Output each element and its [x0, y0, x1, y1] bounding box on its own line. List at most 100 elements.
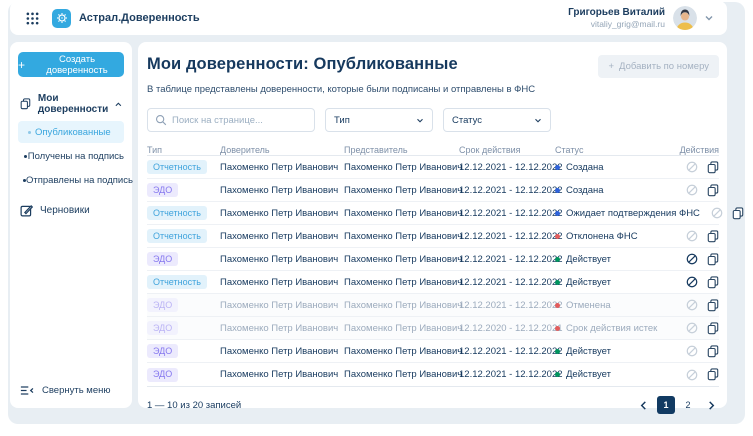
collapse-menu-button[interactable]: Свернуть меню: [20, 385, 111, 396]
copy-icon[interactable]: [707, 229, 719, 243]
copy-icon[interactable]: [707, 321, 719, 335]
table-row[interactable]: ЭДО Пахоменко Петр Иванович Пахоменко Пе…: [147, 248, 719, 271]
status-filter-select[interactable]: Статус: [443, 108, 551, 132]
collapse-menu-icon: [20, 386, 34, 395]
top-header: Астрал.Доверенность Григорьев Виталий vi…: [10, 1, 727, 35]
validity-period-cell: 12.12.2021 - 12.12.2022: [459, 345, 563, 357]
status-dot: [555, 325, 560, 331]
chevron-up-icon: [115, 101, 122, 106]
status-cell: Отклонена ФНС: [555, 231, 675, 242]
filters-bar: Тип Статус: [147, 108, 719, 132]
search-box: [147, 108, 315, 132]
revoke-icon[interactable]: [686, 299, 698, 312]
copy-icon[interactable]: [732, 206, 744, 220]
status-dot: [555, 164, 560, 170]
validity-period-cell: 12.12.2021 - 12.12.2022: [459, 230, 563, 242]
representative-cell: Пахоменко Петр Иванович: [344, 299, 463, 311]
revoke-icon[interactable]: [686, 230, 698, 243]
table-row[interactable]: ЭДО Пахоменко Петр Иванович Пахоменко Пе…: [147, 317, 719, 340]
next-page-button[interactable]: [703, 397, 719, 413]
page-button-2[interactable]: 2: [685, 400, 691, 410]
status-dot: [555, 372, 560, 377]
revoke-icon[interactable]: [686, 184, 698, 197]
status-cell: Ожидает подтверждения ФНС: [555, 208, 700, 219]
revoke-icon[interactable]: [711, 207, 723, 220]
sidebar-subitem-2[interactable]: Отправлены на подпись: [18, 169, 133, 191]
status-cell: Действует: [555, 346, 675, 357]
chevron-down-icon: [705, 16, 713, 21]
type-badge: Отчетность: [147, 229, 207, 243]
column-header: Тип: [147, 145, 163, 155]
type-filter-select[interactable]: Тип: [325, 108, 433, 132]
principal-cell: Пахоменко Петр Иванович: [220, 345, 339, 357]
revoke-icon[interactable]: [686, 368, 698, 381]
revoke-icon[interactable]: [686, 253, 698, 266]
page-button-1[interactable]: 1: [657, 396, 675, 414]
status-cell: Создана: [555, 185, 675, 196]
status-dot: [555, 279, 560, 285]
principal-cell: Пахоменко Петр Иванович: [220, 253, 339, 265]
table-row[interactable]: Отчетность Пахоменко Петр Иванович Пахом…: [147, 202, 744, 225]
status-cell: Действует: [555, 277, 675, 288]
table-row[interactable]: ЭДО Пахоменко Петр Иванович Пахоменко Пе…: [147, 179, 719, 202]
add-by-number-button[interactable]: + Добавить по номеру: [598, 55, 719, 78]
status-cell: Действует: [555, 254, 675, 265]
representative-cell: Пахоменко Петр Иванович: [344, 253, 463, 265]
validity-period-cell: 12.12.2021 - 12.12.2022: [459, 253, 563, 265]
table-row[interactable]: ЭДО Пахоменко Петр Иванович Пахоменко Пе…: [147, 294, 719, 317]
principal-cell: Пахоменко Петр Иванович: [220, 322, 339, 334]
type-badge: Отчетность: [147, 160, 207, 174]
type-badge: ЭДО: [147, 183, 179, 197]
search-input[interactable]: [172, 114, 307, 126]
search-icon: [155, 114, 167, 126]
sidebar-item-my-poa[interactable]: Мои доверенности: [18, 93, 124, 115]
status-cell: Отменена: [555, 300, 675, 311]
documents-icon: [20, 98, 31, 110]
status-dot: [555, 256, 560, 262]
principal-cell: Пахоменко Петр Иванович: [220, 161, 339, 173]
revoke-icon[interactable]: [686, 345, 698, 358]
copy-icon[interactable]: [707, 275, 719, 289]
apps-grid-icon[interactable]: [24, 10, 40, 26]
revoke-icon[interactable]: [686, 161, 698, 174]
revoke-icon[interactable]: [686, 322, 698, 335]
menu-label: Мои доверенности: [37, 93, 109, 115]
copy-icon[interactable]: [707, 160, 719, 174]
table-row[interactable]: Отчетность Пахоменко Петр Иванович Пахом…: [147, 156, 719, 179]
sidebar-item-drafts[interactable]: Черновики: [18, 199, 124, 221]
prev-page-button[interactable]: [635, 397, 651, 413]
table-row[interactable]: Отчетность Пахоменко Петр Иванович Пахом…: [147, 271, 719, 294]
copy-icon[interactable]: [707, 368, 719, 381]
sidebar: + Создать доверенность Мои доверенности …: [10, 42, 133, 408]
sidebar-subitem-1[interactable]: Получены на подпись: [18, 145, 124, 167]
app-name: Астрал.Доверенность: [79, 12, 200, 24]
bullet-dot: [23, 130, 35, 134]
copy-icon[interactable]: [707, 252, 719, 266]
validity-period-cell: 12.12.2021 - 12.12.2022: [459, 161, 563, 173]
representative-cell: Пахоменко Петр Иванович: [344, 369, 463, 380]
create-poa-button[interactable]: + Создать доверенность: [18, 52, 124, 77]
plus-icon: +: [608, 61, 615, 72]
column-header: Доверитель: [220, 145, 270, 155]
representative-cell: Пахоменко Петр Иванович: [344, 207, 463, 219]
validity-period-cell: 12.12.2021 - 12.12.2022: [459, 369, 563, 380]
sidebar-submenu: Опубликованные Получены на подпись Отпра…: [18, 121, 133, 191]
table-row[interactable]: Отчетность Пахоменко Петр Иванович Пахом…: [147, 225, 719, 248]
sidebar-subitem-0[interactable]: Опубликованные: [18, 121, 124, 143]
copy-icon[interactable]: [707, 344, 719, 358]
plus-icon: +: [18, 57, 26, 72]
main-content: Мои доверенности: Опубликованные + Добав…: [138, 42, 744, 414]
user-menu[interactable]: Григорьев Виталий vitaliy_grig@mail.ru: [568, 6, 713, 30]
representative-cell: Пахоменко Петр Иванович: [344, 230, 463, 242]
revoke-icon[interactable]: [686, 276, 698, 289]
copy-icon[interactable]: [707, 298, 719, 312]
type-badge: ЭДО: [147, 367, 179, 382]
table-row[interactable]: ЭДО Пахоменко Петр Иванович Пахоменко Пе…: [147, 340, 719, 363]
bullet-dot: [23, 154, 28, 158]
status-cell: Срок действия истек: [555, 323, 675, 334]
principal-cell: Пахоменко Петр Иванович: [220, 369, 339, 380]
validity-period-cell: 12.12.2020 - 12.12.2021: [459, 322, 563, 334]
copy-icon[interactable]: [707, 183, 719, 197]
table-row[interactable]: ЭДО Пахоменко Петр Иванович Пахоменко Пе…: [147, 363, 719, 386]
column-header: Представитель: [344, 145, 408, 155]
